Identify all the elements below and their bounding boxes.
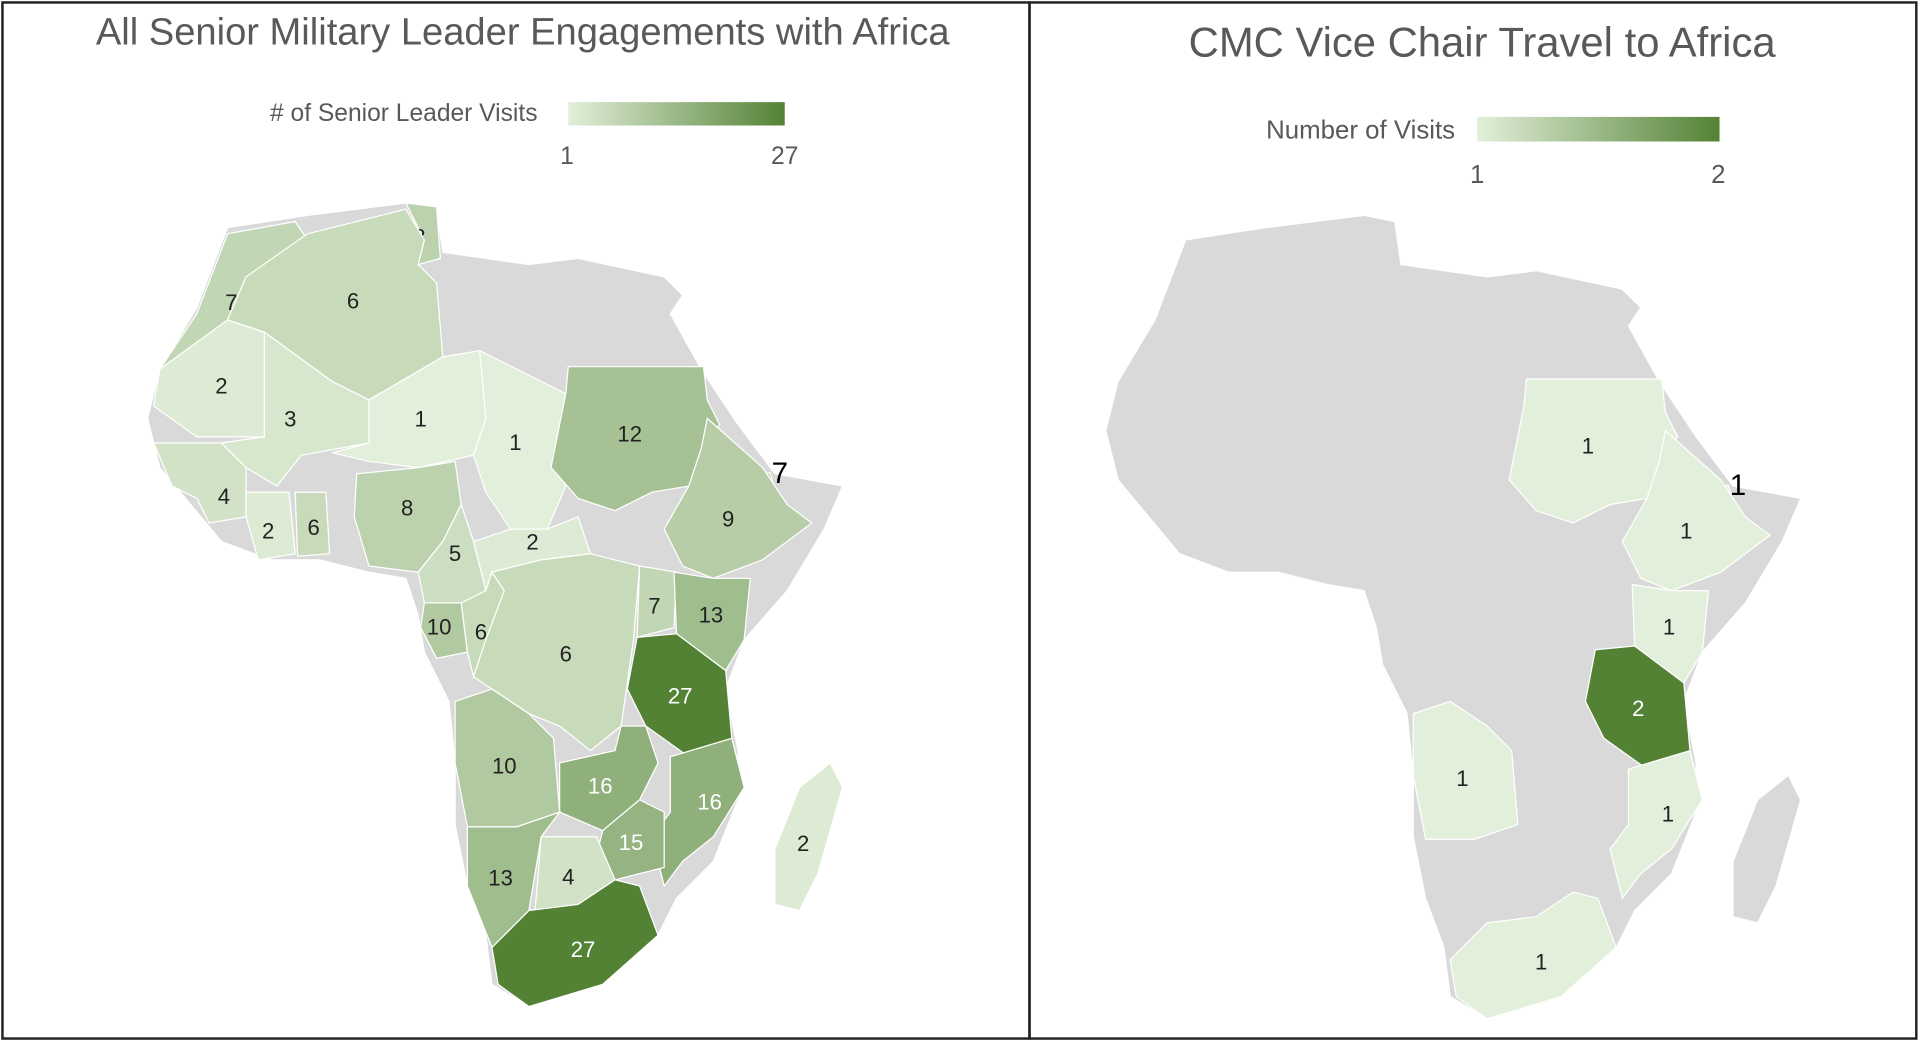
country-region bbox=[245, 491, 296, 561]
value-label: 6 bbox=[475, 620, 487, 645]
map: 8762311127426852910667132710161615134272 bbox=[146, 202, 844, 1008]
country-region bbox=[152, 442, 247, 524]
legend-label: # of Senior Leader Visits bbox=[270, 100, 537, 127]
value-label: 1 bbox=[509, 430, 521, 455]
value-label: 8 bbox=[401, 495, 413, 520]
value-label: 6 bbox=[347, 289, 359, 314]
country-region bbox=[466, 810, 562, 949]
value-label: 12 bbox=[617, 421, 642, 446]
value-label: 16 bbox=[697, 789, 722, 814]
country-region bbox=[491, 879, 659, 1008]
value-label: 6 bbox=[560, 642, 572, 667]
legend-bar bbox=[568, 102, 785, 126]
value-label: 13 bbox=[488, 866, 513, 891]
value-label: 1 bbox=[1535, 949, 1547, 974]
panel-title: All Senior Military Leader Engagements w… bbox=[96, 11, 951, 54]
country-region bbox=[1449, 891, 1617, 1020]
legend-min: 1 bbox=[560, 143, 574, 170]
value-label: 27 bbox=[571, 937, 596, 962]
country-region bbox=[1412, 700, 1519, 840]
value-label: 7 bbox=[772, 457, 788, 490]
value-label: 13 bbox=[699, 602, 724, 627]
value-label: 1 bbox=[1582, 434, 1594, 459]
value-label: 2 bbox=[797, 831, 809, 856]
value-label: 1 bbox=[1456, 766, 1468, 791]
value-label: 1 bbox=[1663, 615, 1675, 640]
value-label: 2 bbox=[526, 530, 538, 555]
country-region bbox=[550, 366, 721, 512]
map: 1 1 1 1 2 1 1 1 bbox=[1105, 214, 1802, 1020]
value-label: 15 bbox=[619, 830, 644, 855]
country-region bbox=[636, 565, 678, 639]
panel-border bbox=[1028, 1, 1918, 1040]
legend-bar bbox=[1477, 116, 1720, 142]
value-label: 16 bbox=[588, 773, 613, 798]
value-label: 2 bbox=[215, 373, 227, 398]
country-region bbox=[331, 349, 487, 469]
value-label: 1 bbox=[414, 407, 426, 432]
value-label: 1 bbox=[1730, 469, 1746, 502]
legend-label: Number of Visits bbox=[1266, 116, 1455, 144]
value-label: 27 bbox=[668, 684, 693, 709]
value-label: 4 bbox=[218, 484, 230, 509]
value-label: 9 bbox=[722, 506, 734, 531]
value-label: 5 bbox=[449, 541, 461, 566]
value-label: 3 bbox=[284, 407, 296, 432]
legend-max: 27 bbox=[771, 143, 798, 170]
value-label: 2 bbox=[1632, 696, 1644, 721]
country-region bbox=[220, 331, 370, 487]
value-label: 10 bbox=[492, 754, 517, 779]
value-label: 10 bbox=[427, 615, 452, 640]
value-label: 7 bbox=[648, 594, 660, 619]
value-label: 1 bbox=[1680, 519, 1692, 544]
land-outline bbox=[1732, 774, 1802, 924]
value-label: 6 bbox=[307, 515, 319, 540]
value-label: 1 bbox=[1662, 802, 1674, 827]
country-region bbox=[1609, 749, 1703, 900]
country-region bbox=[774, 761, 844, 912]
legend-max: 2 bbox=[1711, 161, 1725, 189]
value-label: 2 bbox=[262, 519, 274, 544]
legend-min: 1 bbox=[1470, 161, 1484, 189]
panel-title: CMC Vice Chair Travel to Africa bbox=[1189, 19, 1777, 66]
country-region bbox=[472, 553, 641, 752]
value-label: 4 bbox=[562, 864, 574, 889]
country-region bbox=[420, 602, 469, 660]
country-region bbox=[294, 491, 331, 557]
country-region bbox=[1508, 378, 1679, 524]
